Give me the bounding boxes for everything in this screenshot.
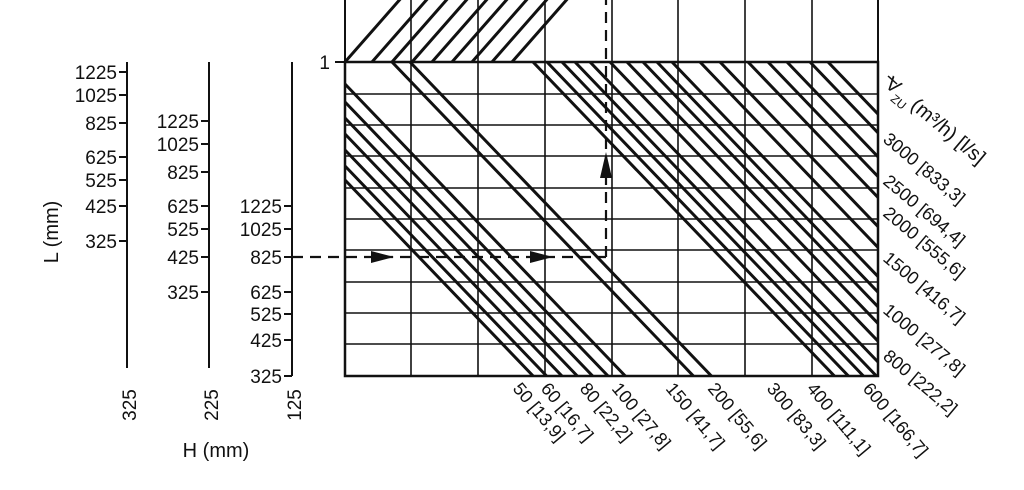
flow-diagonal-line [766, 62, 878, 179]
scale-tick-label: 1225 [157, 112, 199, 133]
scale-tick-label: 825 [85, 114, 117, 135]
scale-H225-base-value: 225 [202, 389, 223, 421]
scale-tick-label: 625 [250, 283, 282, 304]
h-scale-title: H (mm) [183, 440, 250, 462]
scale-tick-label: 525 [167, 220, 199, 241]
flow-diagonal-line [560, 62, 865, 376]
scale-L-base-value: 325 [120, 389, 141, 421]
scale-tick-label: 1025 [157, 135, 199, 156]
upper-diagonal-line [490, 0, 549, 62]
flow-diagonal-line [408, 62, 713, 376]
scale-L-title: L (mm) [41, 201, 63, 264]
upper-chart-section [344, 0, 879, 62]
upper-diagonal-line [470, 0, 529, 62]
scale-tick-label: 1025 [75, 86, 117, 107]
example-path [292, 0, 612, 263]
arrowhead-right-1 [371, 251, 394, 263]
vzu-overline [887, 75, 898, 85]
flow-diagonal-line [345, 116, 594, 376]
flow-diagonal-line [345, 100, 610, 376]
upper-diagonal-line [370, 0, 429, 62]
scale-tick-label: 825 [250, 248, 282, 269]
flow-diagonal-line [345, 178, 535, 376]
upper-diagonal-line [430, 0, 489, 62]
flow-diagonal-line [718, 62, 878, 229]
flow-diagonal-line [545, 62, 850, 376]
flow-diagonal-line [641, 62, 878, 309]
flow-diagonal-line [608, 62, 878, 344]
flow-diagonal-line [698, 62, 878, 250]
flow-diagonal-line [345, 82, 627, 376]
scale-tick-label: 325 [85, 232, 117, 253]
scale-H125-base-value: 125 [285, 389, 306, 421]
main-chart-frame [343, 60, 880, 378]
scale-tick-label: 425 [85, 197, 117, 218]
arrowhead-up [600, 152, 612, 178]
flow-diagonal-line [670, 62, 878, 279]
flow-diagonal-line [531, 62, 836, 376]
flow-diagonal-line [808, 62, 878, 135]
flow-diagonal-line [345, 164, 548, 376]
arrowhead-right-2 [530, 251, 553, 263]
upper-diagonal-line [510, 0, 569, 62]
scale-tick-label: 425 [167, 248, 199, 269]
flow-diagonal-line [746, 62, 878, 200]
flow-diagonal-line [588, 62, 878, 365]
flow-diagonal-line [655, 62, 878, 295]
upper-diagonal-line [450, 0, 509, 62]
flow-labels-bottom: 50 [13,9]60 [16,7]80 [22,2]100 [27,8]150… [509, 379, 932, 461]
scale-tick-label: 425 [250, 331, 282, 352]
scale-tick-label: 1225 [75, 63, 117, 84]
scale-tick-label: 525 [85, 171, 117, 192]
scale-tick-label: 1025 [240, 220, 282, 241]
scale-tick-label: 525 [250, 305, 282, 326]
scale-tick-label: 625 [85, 148, 117, 169]
scale-tick-label: 1225 [240, 197, 282, 218]
flow-diagonal-line [573, 62, 878, 376]
flow-diagonal-line [390, 62, 695, 376]
flow-labels-right: 3000 [833,3]2500 [694,4]2000 [555,6]1500… [879, 129, 969, 419]
vzu-label: VZU(m³/h) [l/s] [878, 73, 990, 173]
scale-tick-label: 625 [167, 197, 199, 218]
upper-diagonal-line [410, 0, 469, 62]
upper-diagonal-line [345, 0, 402, 62]
flow-diagonal-line [785, 62, 878, 159]
scale-tick-label: 325 [250, 367, 282, 388]
flow-diagonal-line [345, 132, 579, 376]
scale-tick-label: 325 [167, 283, 199, 304]
scale-tick-label: 825 [167, 163, 199, 184]
upper-diagonal-line [390, 0, 449, 62]
flow-diagonal-line [625, 62, 878, 326]
flow-diagonals [345, 62, 878, 376]
upper-diagonals [345, 0, 569, 62]
y-axis-marker-label: 1 [319, 53, 330, 74]
flow-diagonal-line [345, 148, 564, 376]
svg-text:VZU(m³/h) [l/s]: VZU(m³/h) [l/s] [878, 73, 990, 173]
